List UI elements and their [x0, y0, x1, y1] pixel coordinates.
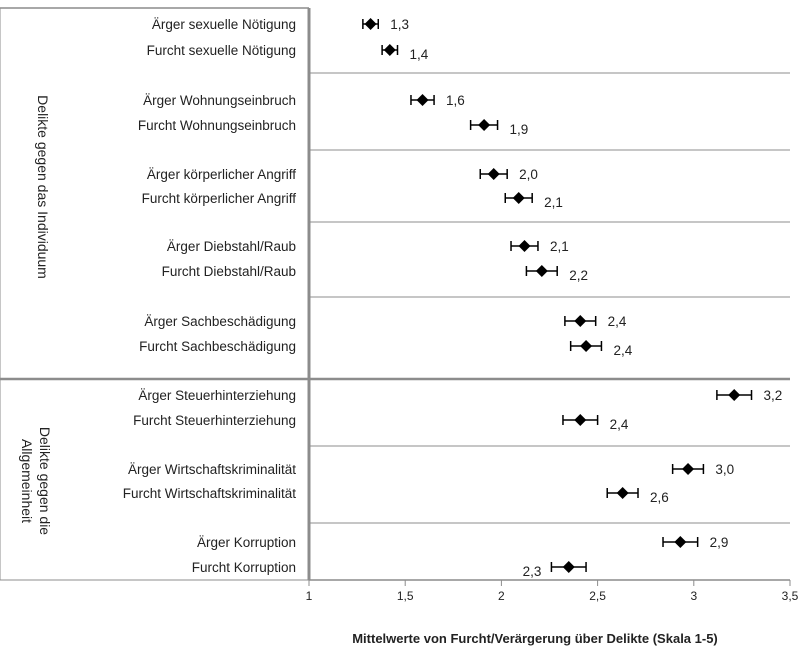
data-marks: 1,31,41,61,92,02,12,12,22,42,43,22,43,02…: [362, 17, 783, 579]
data-point: [364, 18, 377, 30]
data-label: 1,9: [510, 122, 529, 137]
group-label-line: Delikte gegen die: [37, 427, 53, 535]
category-label: Ärger Korruption: [197, 535, 296, 550]
data-point: [512, 192, 525, 204]
data-label: 2,0: [519, 167, 538, 182]
category-label: Ärger Wirtschaftskriminalität: [128, 462, 296, 477]
data-point: [487, 168, 500, 180]
data-label: 2,4: [610, 417, 629, 432]
group-label-line: Allgemeinheit: [19, 439, 35, 523]
x-tick-label: 2,5: [589, 589, 606, 603]
category-labels: Ärger sexuelle Nötigung Furcht sexuelle N…: [123, 17, 297, 575]
group-labels: Delikte gegen das Individuum Delikte gege…: [19, 95, 53, 535]
category-label: Furcht Wirtschaftskriminalität: [123, 486, 297, 501]
category-label: Ärger Diebstahl/Raub: [167, 239, 296, 254]
data-point: [518, 240, 531, 252]
data-point: [416, 94, 429, 106]
data-point: [574, 315, 587, 327]
data-label: 2,9: [710, 535, 729, 550]
data-point: [562, 561, 575, 573]
data-label: 2,4: [613, 343, 632, 358]
data-label: 2,6: [650, 490, 669, 505]
data-label: 2,2: [569, 268, 588, 283]
data-label: 1,3: [390, 17, 409, 32]
category-label: Ärger Wohnungseinbruch: [143, 93, 296, 108]
data-point: [535, 265, 548, 277]
category-label: Furcht Diebstahl/Raub: [162, 264, 296, 279]
data-label: 2,3: [523, 564, 542, 579]
data-point: [478, 119, 491, 131]
data-label: 1,6: [446, 93, 465, 108]
axes: 1 1,5 2 2,5 3 3,5: [306, 8, 799, 603]
category-label: Ärger körperlicher Angriff: [147, 167, 296, 182]
data-point: [616, 487, 629, 499]
category-label: Furcht Wohnungseinbruch: [138, 118, 296, 133]
category-label: Furcht Steuerhinterziehung: [133, 413, 296, 428]
x-axis-title: Mittelwerte von Furcht/Verärgerung über …: [352, 631, 718, 646]
x-tick-label: 1: [306, 589, 313, 603]
data-label: 3,2: [764, 388, 783, 403]
category-label: Ärger Sachbeschädigung: [144, 314, 296, 329]
data-point: [674, 536, 687, 548]
data-label: 1,4: [410, 47, 429, 62]
category-label: Furcht Korruption: [192, 560, 296, 575]
data-point: [682, 463, 695, 475]
data-label: 2,1: [550, 239, 569, 254]
data-label: 2,1: [544, 195, 563, 210]
group-label: Delikte gegen das Individuum: [35, 95, 51, 279]
data-label: 2,4: [608, 314, 627, 329]
x-tick-label: 3: [690, 589, 697, 603]
data-point: [574, 414, 587, 426]
x-tick-label: 2: [498, 589, 505, 603]
data-label: 3,0: [715, 462, 734, 477]
data-point: [580, 340, 593, 352]
category-label: Furcht Sachbeschädigung: [139, 339, 296, 354]
category-label: Ärger sexuelle Nötigung: [152, 17, 296, 32]
x-tick-label: 1,5: [397, 589, 414, 603]
data-point: [728, 389, 741, 401]
category-label: Ärger Steuerhinterziehung: [138, 388, 296, 403]
x-tick-label: 3,5: [782, 589, 799, 603]
category-label: Furcht sexuelle Nötigung: [147, 43, 296, 58]
data-point: [383, 44, 396, 56]
category-label: Furcht körperlicher Angriff: [142, 191, 297, 206]
row-separators: [0, 7, 790, 581]
